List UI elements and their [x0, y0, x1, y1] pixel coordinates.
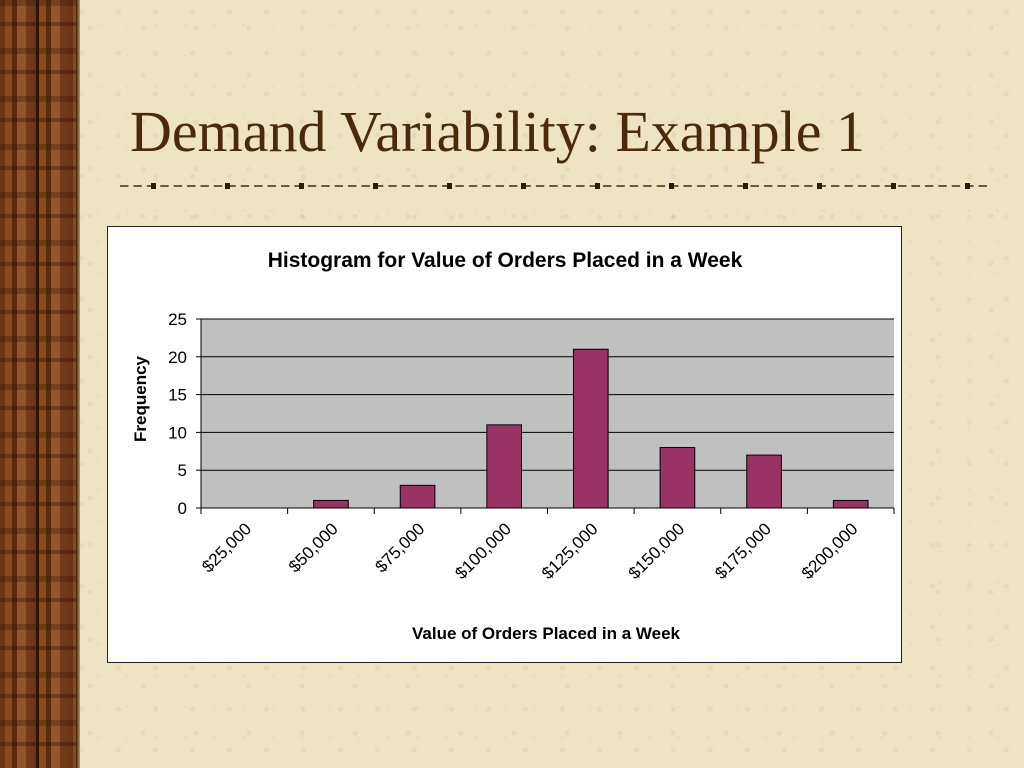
decorative-wood-border [0, 0, 78, 768]
bar [659, 447, 696, 509]
divider-dot [817, 183, 822, 189]
chart-container: Histogram for Value of Orders Placed in … [107, 226, 902, 663]
bar [832, 499, 869, 509]
chart-title: Histogram for Value of Orders Placed in … [268, 249, 743, 272]
y-tick-label: 5 [178, 461, 187, 480]
y-axis-label: Frequency [131, 355, 150, 442]
wood-border-edge [76, 0, 80, 768]
histogram-chart: Histogram for Value of Orders Placed in … [131, 249, 895, 643]
y-tick-label: 0 [178, 499, 187, 518]
x-tick-label: $50,000 [285, 519, 342, 576]
axes [196, 318, 895, 514]
divider-dot [373, 183, 378, 189]
x-tick-label: $75,000 [372, 519, 429, 576]
wood-groove [36, 0, 39, 768]
x-tick-label: $150,000 [625, 519, 689, 583]
bar [746, 454, 782, 509]
x-tick-label: $200,000 [798, 519, 862, 583]
divider-dot [891, 183, 896, 189]
bar [486, 424, 523, 509]
x-tick-label: $175,000 [711, 519, 775, 583]
bar [572, 348, 609, 509]
bar [399, 484, 436, 509]
y-tick-label: 25 [168, 310, 187, 329]
divider-dot [447, 183, 452, 189]
x-axis-label: Value of Orders Placed in a Week [412, 624, 681, 643]
divider-dot [965, 183, 970, 189]
divider-dot [595, 183, 600, 189]
divider-dot [151, 183, 156, 189]
plot-area [201, 319, 894, 508]
divider-dot [225, 183, 230, 189]
divider-dot [521, 183, 526, 189]
x-tick-label: $100,000 [451, 519, 515, 583]
decorative-divider [120, 183, 987, 189]
x-tick-labels: $25,000 $50,000 $75,000 $100,000 $125,000 $15… [198, 519, 861, 583]
divider-dot [299, 183, 304, 189]
y-tick-label: 15 [168, 386, 187, 405]
y-tick-label: 20 [168, 348, 187, 367]
y-tick-label: 10 [168, 423, 187, 442]
gridlines [201, 318, 894, 471]
slide-title: Demand Variability: Example 1 [130, 99, 866, 164]
divider-dot [669, 183, 674, 189]
y-tick-labels: 0 5 10 15 20 25 [168, 310, 187, 518]
divider-dot [743, 183, 748, 189]
x-tick-label: $25,000 [198, 519, 255, 576]
bar [313, 499, 349, 509]
x-tick-label: $125,000 [538, 519, 602, 583]
